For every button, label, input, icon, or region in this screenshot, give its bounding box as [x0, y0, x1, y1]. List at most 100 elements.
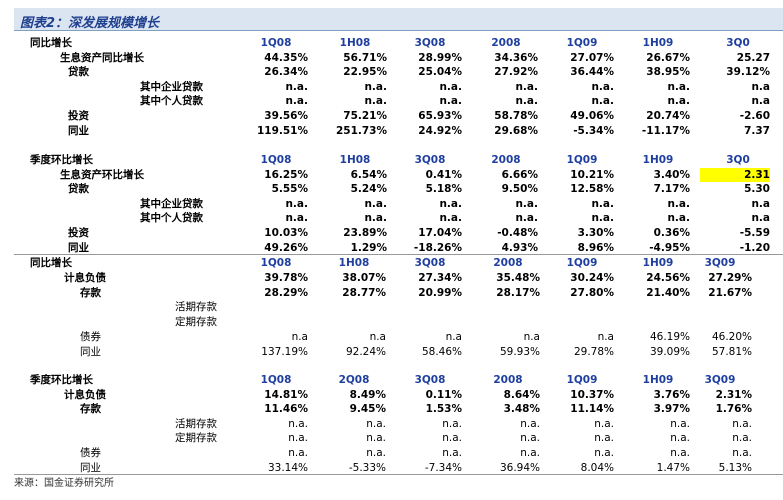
column-header: 1Q09 — [566, 154, 598, 166]
cell-value: n.a. — [515, 95, 538, 108]
column-header: 1Q09 — [566, 37, 598, 49]
column-header: 1H09 — [642, 257, 674, 269]
cell-value: n.a — [751, 80, 770, 93]
cell-value: n.a. — [667, 212, 690, 225]
cell-value: 1.53% — [425, 403, 462, 416]
cell-value: n.a. — [591, 95, 614, 108]
row-label: 其中企业贷款 — [140, 80, 203, 93]
cell-value: 28.99% — [418, 51, 462, 64]
row-label: 计息负债 — [64, 271, 106, 284]
cell-value: n.a. — [364, 197, 387, 210]
row-label: 投资 — [68, 227, 89, 239]
cell-value: 34.36% — [494, 51, 538, 64]
cell-value: n.a. — [515, 197, 538, 210]
cell-value: 24.92% — [418, 124, 462, 137]
cell-value: n.a. — [439, 197, 462, 210]
row-label: 同业 — [80, 461, 101, 474]
cell-value: 12.58% — [570, 183, 614, 196]
row-label: 贷款 — [68, 183, 89, 196]
row-label: 活期存款 — [175, 301, 217, 314]
cell-value: 58.46% — [421, 345, 462, 358]
cell-value: n.a. — [520, 432, 540, 445]
cell-value: n.a. — [594, 417, 614, 430]
cell-value: 21.40% — [646, 286, 690, 299]
cell-value: 3.40% — [653, 168, 690, 181]
cell-value: n.a. — [442, 432, 462, 445]
cell-value: n.a. — [366, 432, 386, 445]
cell-value: 10.03% — [264, 227, 308, 239]
cell-value: 10.21% — [570, 168, 614, 181]
cell-value: 5.18% — [425, 183, 462, 196]
column-header: 1Q08 — [260, 154, 292, 166]
divider — [14, 254, 783, 255]
cell-value: n.a — [597, 331, 614, 343]
cell-value: 3.48% — [503, 403, 540, 416]
source: 来源：国金证券研究所 — [14, 478, 114, 489]
cell-value: n.a. — [288, 447, 308, 459]
cell-value: n.a. — [591, 197, 614, 210]
cell-value: 28.77% — [342, 286, 386, 299]
cell-value: 27.34% — [418, 271, 462, 284]
cell-value: 39.12% — [726, 66, 770, 79]
cell-value: 22.95% — [343, 66, 387, 79]
cell-value: 26.67% — [646, 51, 690, 64]
cell-value: 2.31% — [715, 388, 752, 401]
cell-value: 119.51% — [256, 124, 308, 137]
cell-value: 3.30% — [577, 227, 614, 239]
column-header: 1H08 — [338, 257, 370, 269]
cell-value: n.a. — [594, 447, 614, 459]
row-label: 其中个人贷款 — [140, 212, 203, 225]
column-header: 3Q09 — [704, 257, 736, 269]
column-header: 1Q08 — [260, 374, 292, 386]
cell-value: n.a — [291, 331, 308, 343]
cell-value: 24.56% — [646, 271, 690, 284]
cell-value: n.a. — [667, 95, 690, 108]
cell-value: 21.67% — [708, 286, 752, 299]
cell-value: 25.04% — [418, 66, 462, 79]
column-header: 3Q08 — [414, 37, 446, 49]
column-header: 1H09 — [642, 374, 674, 386]
column-header: 1H08 — [339, 154, 371, 166]
cell-value: n.a. — [732, 417, 752, 430]
cell-value: 44.35% — [264, 51, 308, 64]
cell-value: n.a. — [670, 417, 690, 430]
row-label: 活期存款 — [175, 417, 217, 430]
column-header: 1Q08 — [260, 257, 292, 269]
cell-value: n.a. — [285, 212, 308, 225]
cell-value: 29.68% — [494, 124, 538, 137]
cell-value: n.a. — [515, 80, 538, 93]
row-label: 定期存款 — [175, 432, 217, 445]
column-header: 3Q0 — [726, 37, 750, 49]
column-header: 3Q08 — [414, 257, 446, 269]
cell-value: n.a. — [288, 432, 308, 445]
cell-value: 2.31 — [700, 167, 770, 182]
cell-value: 137.19% — [261, 345, 308, 358]
cell-value: 3.76% — [653, 388, 690, 401]
cell-value: n.a. — [285, 80, 308, 93]
cell-value: 7.17% — [653, 183, 690, 196]
cell-value: 0.36% — [653, 227, 690, 239]
cell-value: -1.20 — [739, 241, 770, 254]
column-header: 3Q08 — [414, 154, 446, 166]
cell-value: 0.41% — [425, 168, 462, 181]
column-header: 1H08 — [339, 37, 371, 49]
cell-value: 3.97% — [653, 403, 690, 416]
title: 图表2：深发展规模增长 — [20, 16, 160, 31]
cell-value: 29.78% — [573, 345, 614, 358]
row-label: 其中企业贷款 — [140, 197, 203, 210]
cell-value: -5.59 — [739, 227, 770, 239]
column-header: 1H09 — [642, 154, 674, 166]
cell-value: 0.11% — [425, 388, 462, 401]
row-label: 债券 — [80, 447, 101, 459]
row-label: 同业 — [80, 345, 101, 358]
cell-value: 65.93% — [418, 110, 462, 122]
column-header: 1Q08 — [260, 37, 292, 49]
section-header: 同比增长 — [30, 37, 72, 49]
column-header: 2008 — [493, 374, 523, 386]
row-label: 存款 — [80, 403, 101, 416]
cell-value: n.a — [369, 331, 386, 343]
row-label: 债券 — [80, 331, 101, 343]
cell-value: n.a. — [366, 447, 386, 459]
cell-value: 6.66% — [501, 168, 538, 181]
